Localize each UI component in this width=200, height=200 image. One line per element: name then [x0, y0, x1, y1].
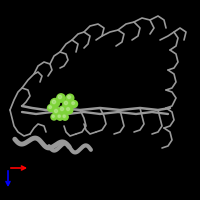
Circle shape [52, 115, 54, 117]
Circle shape [70, 100, 78, 108]
Circle shape [48, 104, 54, 112]
Circle shape [53, 108, 61, 116]
Circle shape [63, 100, 71, 108]
Circle shape [60, 107, 64, 111]
Circle shape [72, 102, 75, 105]
Circle shape [68, 96, 71, 99]
Circle shape [65, 106, 73, 114]
Circle shape [67, 108, 70, 111]
Circle shape [58, 115, 60, 117]
Circle shape [50, 98, 60, 108]
Circle shape [52, 100, 56, 104]
Circle shape [57, 94, 65, 102]
Circle shape [64, 101, 68, 105]
Circle shape [63, 115, 65, 117]
Circle shape [58, 95, 62, 99]
Circle shape [51, 114, 57, 120]
Circle shape [49, 106, 52, 109]
Circle shape [66, 94, 74, 102]
Circle shape [59, 106, 67, 114]
Circle shape [57, 114, 63, 120]
Circle shape [62, 114, 68, 120]
Circle shape [54, 109, 58, 113]
